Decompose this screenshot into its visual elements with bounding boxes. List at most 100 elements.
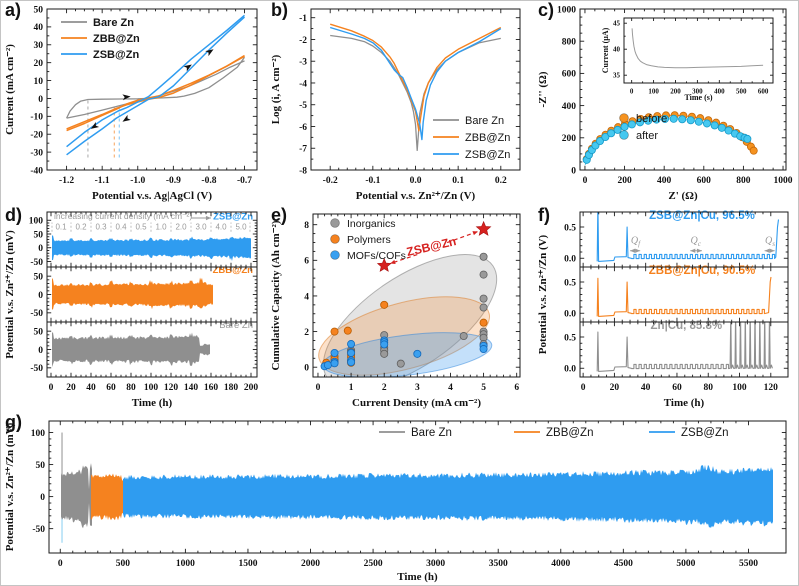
svg-text:800: 800 xyxy=(736,176,751,186)
chart-canvas-e: ZSB@Zn Inorganics Polymers MOFs/COFs 0 1 2 3 4 5 6… xyxy=(270,213,521,409)
svg-text:-50: -50 xyxy=(30,364,43,374)
svg-text:800: 800 xyxy=(562,38,577,48)
svg-text:2.0: 2.0 xyxy=(175,223,187,232)
svg-text:80: 80 xyxy=(703,383,713,393)
svg-text:3: 3 xyxy=(415,383,420,393)
svg-text:-0.9: -0.9 xyxy=(166,176,181,186)
svg-text:-1: -1 xyxy=(299,14,307,24)
svg-text:2000: 2000 xyxy=(301,559,320,569)
panel-e-capacity-comparison-plot: e) ZSB@Zn Inorganics Polymers MOFs/COFs 0 1 2 3… xyxy=(267,205,534,413)
svg-text:0: 0 xyxy=(630,88,634,96)
svg-text:600: 600 xyxy=(562,70,577,80)
svg-text:-50: -50 xyxy=(30,309,43,319)
svg-text:Potential v.s. Zn²⁺/Zn (V): Potential v.s. Zn²⁺/Zn (V) xyxy=(537,234,549,354)
svg-text:MOFs/COFs: MOFs/COFs xyxy=(347,250,406,262)
svg-text:0: 0 xyxy=(38,244,43,254)
svg-text:Polymers: Polymers xyxy=(347,234,391,246)
svg-text:Qf: Qf xyxy=(631,235,641,248)
svg-text:Inorganics: Inorganics xyxy=(347,218,395,230)
svg-text:40: 40 xyxy=(34,23,44,33)
svg-text:35: 35 xyxy=(613,72,621,80)
svg-text:Bare Zn: Bare Zn xyxy=(219,320,253,331)
svg-text:200: 200 xyxy=(670,88,681,96)
svg-text:Potential v.s. Zn²⁺/Zn (mV): Potential v.s. Zn²⁺/Zn (mV) xyxy=(4,230,16,359)
panel-b-tafel-plot: b) Bare Zn ZBB@Zn ZSB@Zn -0.2 -0.1 0.0 0.1 0.2 -… xyxy=(267,1,534,206)
svg-text:8: 8 xyxy=(304,221,309,231)
svg-text:-50: -50 xyxy=(32,525,45,535)
svg-text:Potential v.s. Zn²⁺/Zn (V): Potential v.s. Zn²⁺/Zn (V) xyxy=(356,190,476,202)
svg-text:0.4: 0.4 xyxy=(115,223,127,232)
svg-text:0.0: 0.0 xyxy=(564,310,576,320)
svg-text:Time (h): Time (h) xyxy=(664,397,705,409)
svg-text:1: 1 xyxy=(349,383,354,393)
svg-text:10: 10 xyxy=(34,77,44,87)
svg-text:80: 80 xyxy=(126,383,136,393)
svg-text:Time (s): Time (s) xyxy=(684,93,712,102)
svg-text:2500: 2500 xyxy=(364,559,383,569)
svg-text:ZSB@Zn: ZSB@Zn xyxy=(405,234,457,259)
svg-text:Bare Zn: Bare Zn xyxy=(411,427,452,439)
svg-text:4.0: 4.0 xyxy=(215,223,227,232)
svg-text:1000: 1000 xyxy=(774,176,793,186)
svg-text:4500: 4500 xyxy=(614,559,633,569)
svg-text:3000: 3000 xyxy=(426,559,445,569)
svg-text:0: 0 xyxy=(38,291,43,301)
svg-text:Qs: Qs xyxy=(765,235,775,248)
svg-text:Bare Zn: Bare Zn xyxy=(465,115,504,127)
svg-text:-10: -10 xyxy=(30,113,43,123)
svg-text:-0.2: -0.2 xyxy=(323,176,338,186)
svg-text:0.5: 0.5 xyxy=(564,223,576,233)
svg-text:50: 50 xyxy=(34,272,44,282)
svg-text:0: 0 xyxy=(583,176,588,186)
svg-text:Potential v.s. Ag|AgCl (V): Potential v.s. Ag|AgCl (V) xyxy=(92,190,212,202)
svg-text:Current (μA): Current (μA) xyxy=(601,27,610,73)
svg-text:20: 20 xyxy=(610,383,620,393)
panel-a-letter: a) xyxy=(5,0,22,20)
svg-text:-5: -5 xyxy=(299,101,307,111)
svg-text:400: 400 xyxy=(714,88,725,96)
svg-text:0.5: 0.5 xyxy=(135,223,147,232)
svg-text:ZSB@Zn: ZSB@Zn xyxy=(465,149,510,161)
svg-text:Current Density (mA cm⁻²): Current Density (mA cm⁻²) xyxy=(352,397,481,409)
svg-text:ZSB@Zn: ZSB@Zn xyxy=(213,211,253,222)
panel-f-coulombic-efficiency-plot: f) ZSB@Zn|Cu, 96.5% Qf Qc Qs 0.0 0.5 ZBB@Zn|Cu… xyxy=(534,205,798,413)
svg-text:-4: -4 xyxy=(299,79,307,89)
svg-text:Potential v.s. Zn²⁺/Zn (mV): Potential v.s. Zn²⁺/Zn (mV) xyxy=(4,422,16,551)
svg-text:0: 0 xyxy=(571,166,576,176)
svg-text:50: 50 xyxy=(34,230,44,240)
svg-text:-1.2: -1.2 xyxy=(59,176,74,186)
svg-text:40: 40 xyxy=(86,383,96,393)
svg-text:60: 60 xyxy=(106,383,116,393)
svg-text:40: 40 xyxy=(641,383,651,393)
svg-text:3500: 3500 xyxy=(489,559,508,569)
svg-text:-1.1: -1.1 xyxy=(95,176,110,186)
panel-a-cv-plot: a) Bare Zn ZBB@Zn ZSB@Zn -1.2 -1.1 -1.0 -0.9 -0… xyxy=(1,1,267,206)
panel-e-letter: e) xyxy=(271,205,288,225)
svg-text:200: 200 xyxy=(562,134,577,144)
svg-text:20: 20 xyxy=(34,59,44,69)
svg-text:100: 100 xyxy=(31,429,46,439)
svg-text:Log (i, A cm⁻²): Log (i, A cm⁻²) xyxy=(270,54,282,124)
svg-text:-0.7: -0.7 xyxy=(237,176,252,186)
svg-text:50: 50 xyxy=(34,327,44,337)
panel-g-letter: g) xyxy=(5,412,22,432)
chart-canvas-a: Bare Zn ZBB@Zn ZSB@Zn -1.2 -1.1 -1.0 -0.9 -0.8 -… xyxy=(4,5,258,202)
svg-text:ZSB@Zn: ZSB@Zn xyxy=(93,49,139,61)
panel-c-nyquist-plot: c) 0 100 200 300 400 500 600 35 40 45 Time (s) Curr… xyxy=(534,1,798,206)
svg-text:0: 0 xyxy=(581,383,586,393)
svg-text:6: 6 xyxy=(514,383,519,393)
svg-text:before: before xyxy=(636,113,667,125)
svg-text:100: 100 xyxy=(29,217,44,227)
chart-canvas-g: Bare Zn ZBB@Zn ZSB@Zn0 500 1000 1500 2000 2500 3… xyxy=(4,420,787,583)
svg-text:-1.0: -1.0 xyxy=(130,176,145,186)
panel-g-longterm-cycling-plot: g) Bare Zn ZBB@Zn ZSB@Zn 0 500 1000 1500 2000 25… xyxy=(1,412,798,585)
svg-text:0.5: 0.5 xyxy=(564,333,576,343)
svg-text:Current (mA cm⁻²): Current (mA cm⁻²) xyxy=(4,44,16,135)
svg-text:0.1: 0.1 xyxy=(55,223,67,232)
svg-text:0.0: 0.0 xyxy=(564,365,576,375)
svg-text:500: 500 xyxy=(736,88,747,96)
svg-text:0: 0 xyxy=(58,559,63,569)
svg-text:5: 5 xyxy=(481,383,486,393)
